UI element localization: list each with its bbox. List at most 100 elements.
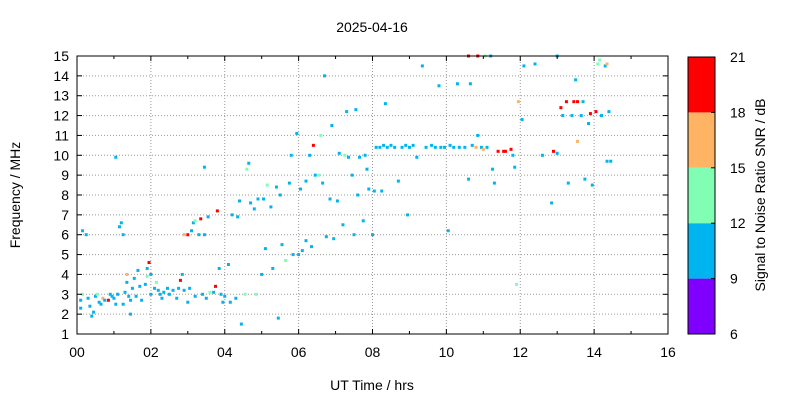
data-point xyxy=(446,229,450,233)
data-point xyxy=(332,237,336,241)
data-point xyxy=(171,288,175,292)
data-point xyxy=(238,199,242,203)
data-point xyxy=(304,179,308,183)
data-point xyxy=(382,143,386,147)
data-point xyxy=(356,193,360,197)
data-point xyxy=(182,288,186,292)
data-point xyxy=(298,187,302,191)
data-point xyxy=(470,143,474,147)
colorbar-band xyxy=(688,223,715,279)
data-point xyxy=(433,145,437,149)
data-point xyxy=(455,82,459,86)
data-point xyxy=(574,78,578,82)
data-point xyxy=(566,181,570,185)
data-point xyxy=(284,259,288,263)
data-point xyxy=(579,114,583,118)
x-tick-label: 04 xyxy=(217,344,233,360)
data-point xyxy=(217,266,221,270)
data-point xyxy=(354,108,358,112)
data-point xyxy=(114,302,118,306)
data-point xyxy=(90,314,94,318)
data-point xyxy=(596,62,600,66)
data-point xyxy=(215,209,219,213)
colorbar-tick-label: 6 xyxy=(730,326,738,342)
data-point xyxy=(540,153,544,157)
data-point xyxy=(304,239,308,243)
data-point xyxy=(515,282,519,286)
colorbar-tick-label: 18 xyxy=(730,104,746,120)
data-point xyxy=(561,114,565,118)
data-point xyxy=(280,243,284,247)
data-point xyxy=(88,304,92,308)
data-point xyxy=(474,145,478,149)
data-point xyxy=(345,110,349,114)
data-point xyxy=(297,253,301,257)
data-point xyxy=(448,143,452,147)
colorbar-band xyxy=(688,278,715,334)
data-point xyxy=(158,292,162,296)
data-point xyxy=(197,233,201,237)
y-axis-label: Frequency / MHz xyxy=(7,142,23,249)
data-point xyxy=(86,296,90,300)
y-tick-label: 8 xyxy=(61,187,69,203)
data-point xyxy=(219,292,223,296)
data-point xyxy=(81,292,85,296)
data-point xyxy=(212,290,216,294)
data-point xyxy=(256,197,260,201)
data-point xyxy=(443,145,447,149)
data-point xyxy=(178,278,182,282)
data-point xyxy=(590,183,594,187)
data-point xyxy=(319,133,323,137)
data-point xyxy=(583,177,587,181)
data-point xyxy=(136,268,140,272)
data-point xyxy=(406,213,410,217)
data-point xyxy=(79,306,83,310)
data-point xyxy=(202,165,206,169)
data-point xyxy=(385,145,389,149)
data-point xyxy=(145,266,149,270)
data-point xyxy=(313,173,317,177)
data-point xyxy=(520,118,524,122)
data-point xyxy=(371,233,374,237)
data-point xyxy=(130,286,134,290)
data-point xyxy=(84,233,88,237)
data-point xyxy=(202,233,206,237)
data-point xyxy=(311,143,315,147)
y-tick-label: 11 xyxy=(54,127,69,143)
data-point xyxy=(378,145,382,149)
data-point xyxy=(335,199,339,203)
data-point xyxy=(463,145,467,149)
data-point xyxy=(330,124,334,127)
data-point xyxy=(114,155,118,159)
x-tick-label: 06 xyxy=(291,344,307,360)
data-point xyxy=(502,149,506,153)
data-point xyxy=(587,122,591,126)
data-point xyxy=(559,106,563,110)
data-point xyxy=(162,290,166,294)
data-point xyxy=(581,100,585,104)
data-point xyxy=(430,143,434,147)
data-point xyxy=(199,217,203,221)
y-tick-label: 5 xyxy=(61,247,69,263)
data-point xyxy=(214,284,218,288)
y-tick-label: 10 xyxy=(53,147,69,163)
data-point xyxy=(175,296,179,300)
data-point xyxy=(110,294,114,298)
data-point xyxy=(513,165,517,169)
data-point xyxy=(79,298,83,302)
data-point xyxy=(276,316,280,320)
data-point xyxy=(147,261,151,265)
data-point xyxy=(346,155,350,159)
data-point xyxy=(533,62,537,66)
data-point xyxy=(254,292,258,296)
data-point xyxy=(129,312,133,316)
colorbar-frame xyxy=(687,56,716,335)
data-point xyxy=(367,187,371,191)
data-point xyxy=(186,233,190,237)
data-point xyxy=(117,225,121,229)
data-point xyxy=(600,114,604,118)
data-point xyxy=(317,173,321,177)
y-tick-label: 4 xyxy=(61,266,69,282)
data-point xyxy=(485,145,489,149)
